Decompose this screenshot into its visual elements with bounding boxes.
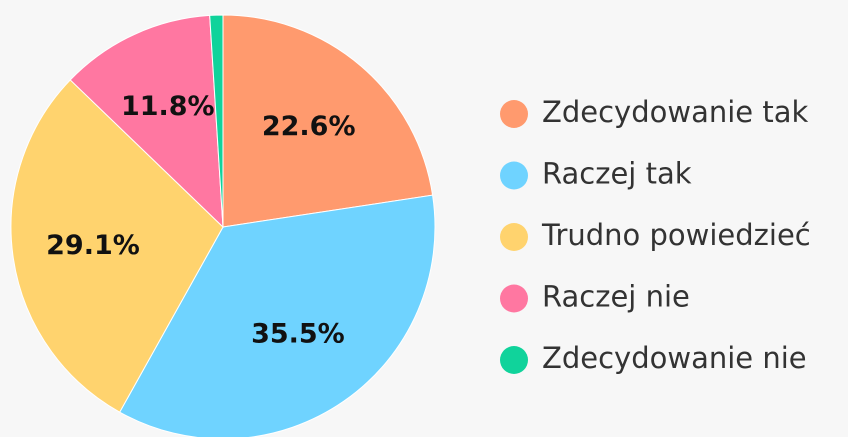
pie-slice — [119, 194, 436, 437]
legend-label: Zdecydowanie tak — [542, 95, 809, 129]
legend-label: Raczej tak — [542, 157, 692, 191]
value-label: 35.5% — [251, 319, 345, 350]
pie-slice — [10, 79, 224, 413]
legend-label: Trudno powiedzieć — [541, 218, 811, 252]
pie-slice — [209, 14, 224, 228]
legend-swatch — [500, 223, 528, 251]
value-label: 29.1% — [46, 230, 140, 261]
pie-slice — [69, 14, 224, 229]
value-label: 11.8% — [121, 91, 215, 122]
legend-label: Zdecydowanie nie — [542, 341, 807, 375]
legend-swatch — [500, 161, 528, 190]
legend-swatch — [500, 346, 528, 374]
value-label: 22.6% — [262, 111, 356, 142]
legend-swatch — [500, 100, 528, 128]
legend-swatch — [500, 284, 528, 313]
pie-slice — [222, 14, 434, 228]
legend-label: Raczej nie — [542, 280, 690, 314]
